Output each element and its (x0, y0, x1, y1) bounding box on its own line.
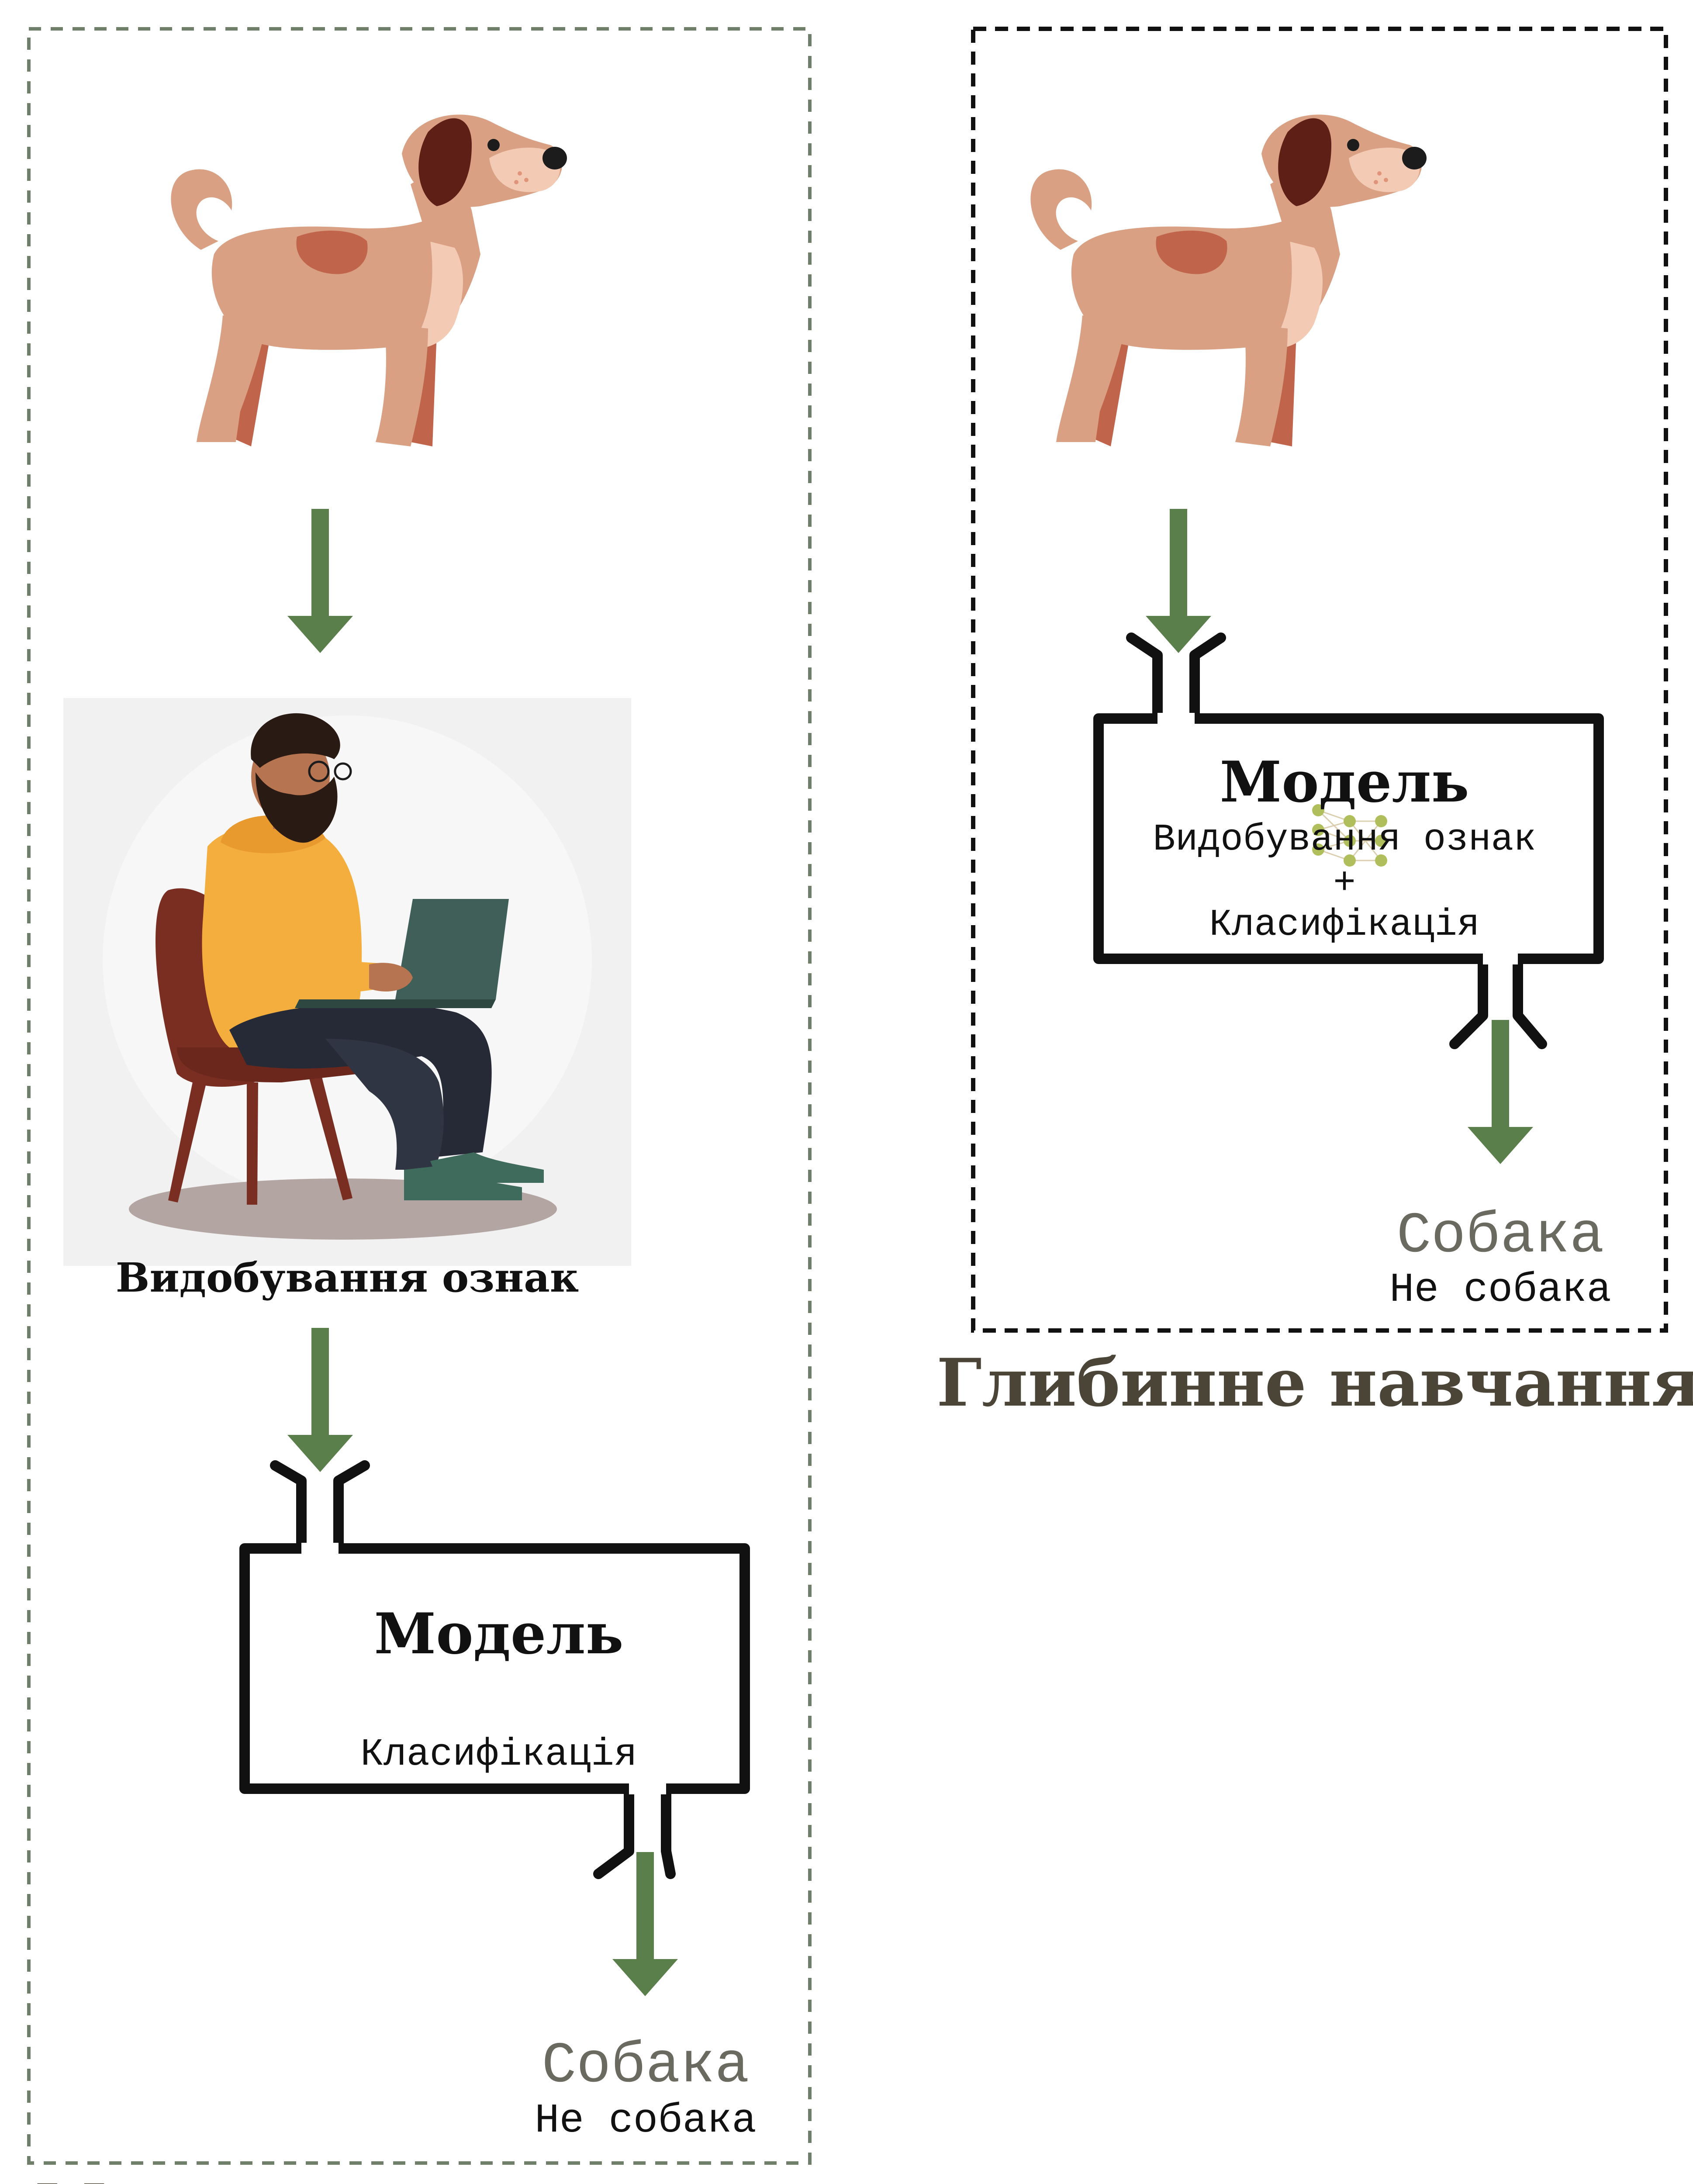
deep-learning-caption: Глибинне навчання (936, 1344, 1693, 1421)
model-task-ml: Класифікація (360, 1733, 637, 1776)
result-not-dog-ml: Не собака (535, 2098, 757, 2144)
model-task-dl-line2: Класифікація (1209, 903, 1479, 946)
arrow-down-icon-dl-2 (1468, 1020, 1533, 1164)
model-title-ml: Модель (374, 1601, 624, 1667)
feature-extraction-label: Видобування ознак (116, 1254, 579, 1301)
model-task-dl-plus: + (1333, 862, 1356, 905)
machine-learning-frame (27, 27, 812, 2165)
result-dog-dl: Собака (1396, 1203, 1604, 1269)
result-not-dog-dl: Не собака (1389, 1267, 1611, 1313)
person-with-laptop-illustration (63, 698, 631, 1266)
deep-learning-panel: Модель Видобування ознак + Класифікація … (936, 27, 1693, 1421)
machine-learning-caption: Машинне навчання (35, 2170, 800, 2184)
result-dog-ml: Собака (542, 2033, 749, 2099)
machine-learning-panel: Видобування ознак Модель Класифікація Со… (27, 27, 812, 2184)
model-box-dl: Модель Видобування ознак + Класифікація (1093, 632, 1604, 1049)
neural-network-icon (1312, 804, 1387, 867)
dog-icon-dl (1030, 114, 1427, 447)
dog-icon-ml (171, 114, 567, 447)
arrow-down-icon-ml-1 (287, 509, 353, 653)
arrow-down-icon-dl-1 (1146, 509, 1211, 653)
model-task-dl-line1: Видобування ознак (1153, 818, 1536, 861)
model-box-ml: Модель Класифікація (239, 1460, 750, 1879)
deep-learning-frame (971, 27, 1668, 1333)
model-title-dl: Модель (1220, 750, 1469, 815)
arrow-down-icon-ml-2 (287, 1328, 353, 1472)
